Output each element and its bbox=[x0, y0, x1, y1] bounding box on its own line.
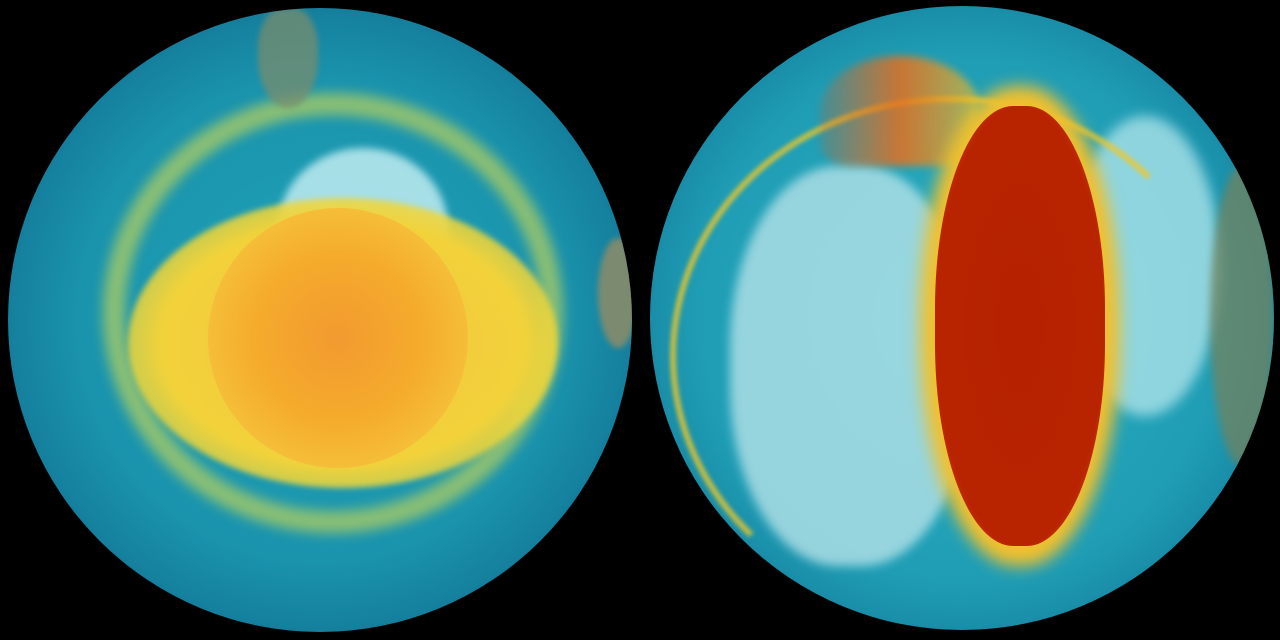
limb-shade bbox=[8, 8, 632, 632]
limb-shade bbox=[650, 6, 1274, 630]
north-polar-globe bbox=[650, 6, 1274, 630]
south-polar-globe bbox=[8, 8, 632, 632]
